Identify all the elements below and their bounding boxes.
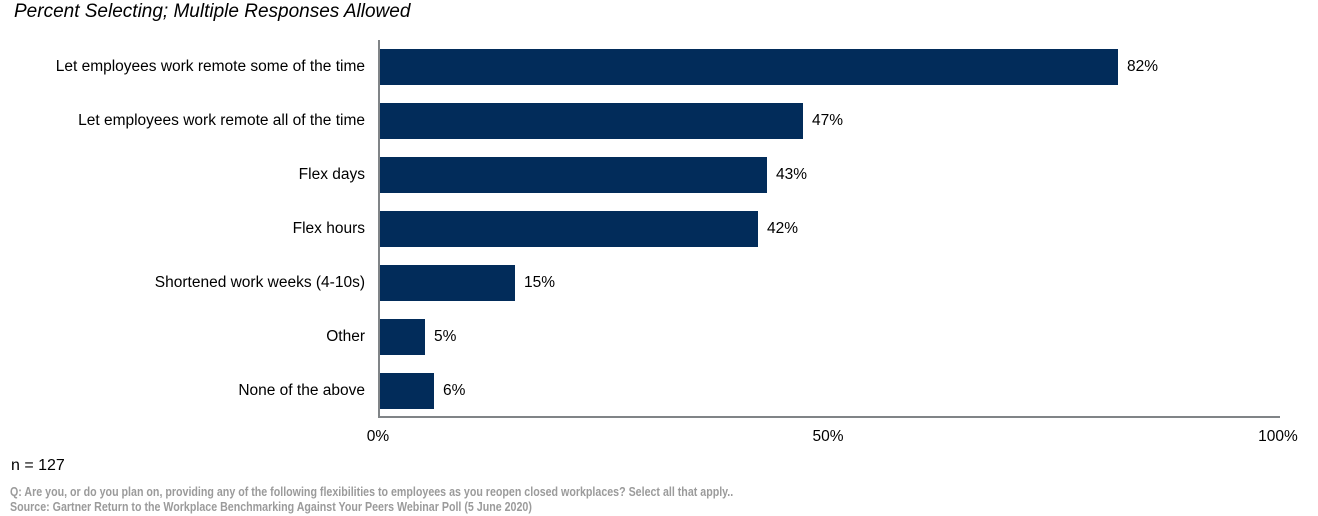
category-label: Flex days xyxy=(298,166,365,183)
bar-row: Let employees work remote some of the ti… xyxy=(0,40,1280,94)
bar-rows: Let employees work remote some of the ti… xyxy=(0,40,1280,418)
value-label: 42% xyxy=(767,220,799,237)
category-label: Other xyxy=(326,328,365,345)
y-axis-line xyxy=(378,40,380,418)
category-label: Shortened work weeks (4-10s) xyxy=(154,274,365,291)
bar-row: None of the above 6% xyxy=(0,364,1280,418)
bar-row: Let employees work remote all of the tim… xyxy=(0,94,1280,148)
source-footnote: Source: Gartner Return to the Workplace … xyxy=(10,499,532,514)
bar-row: Other 5% xyxy=(0,310,1280,364)
bar xyxy=(380,373,434,409)
value-label: 6% xyxy=(443,382,466,399)
bar xyxy=(380,49,1118,85)
sample-size-note: n = 127 xyxy=(11,457,65,474)
bar-track: 47% xyxy=(380,94,1280,148)
value-label: 82% xyxy=(1127,58,1159,75)
bar xyxy=(380,265,515,301)
bar-row: Flex days 43% xyxy=(0,148,1280,202)
bar-track: 5% xyxy=(380,310,1280,364)
bar xyxy=(380,103,803,139)
bar-row: Flex hours 42% xyxy=(0,202,1280,256)
category-label: Let employees work remote all of the tim… xyxy=(78,112,365,129)
bar-chart: Let employees work remote some of the ti… xyxy=(0,40,1300,445)
value-label: 5% xyxy=(434,328,457,345)
bar-track: 42% xyxy=(380,202,1280,256)
bar xyxy=(380,157,767,193)
value-label: 15% xyxy=(524,274,556,291)
category-label: Let employees work remote some of the ti… xyxy=(55,58,365,75)
chart-title: Percent Selecting; Multiple Responses Al… xyxy=(14,1,411,22)
category-label: None of the above xyxy=(238,382,365,399)
bar-track: 43% xyxy=(380,148,1280,202)
x-axis-tick-label: 0% xyxy=(366,428,390,445)
bar-row: Shortened work weeks (4-10s) 15% xyxy=(0,256,1280,310)
x-axis-tick-label: 50% xyxy=(812,428,844,445)
value-label: 43% xyxy=(776,166,808,183)
bar-track: 15% xyxy=(380,256,1280,310)
x-axis-tick-label: 100% xyxy=(1258,428,1298,445)
bar xyxy=(380,319,425,355)
category-label: Flex hours xyxy=(292,220,365,237)
bar xyxy=(380,211,758,247)
bar-track: 6% xyxy=(380,364,1280,418)
x-axis-line xyxy=(378,416,1280,418)
question-footnote: Q: Are you, or do you plan on, providing… xyxy=(10,484,734,499)
bar-track: 82% xyxy=(380,40,1280,94)
value-label: 47% xyxy=(812,112,844,129)
